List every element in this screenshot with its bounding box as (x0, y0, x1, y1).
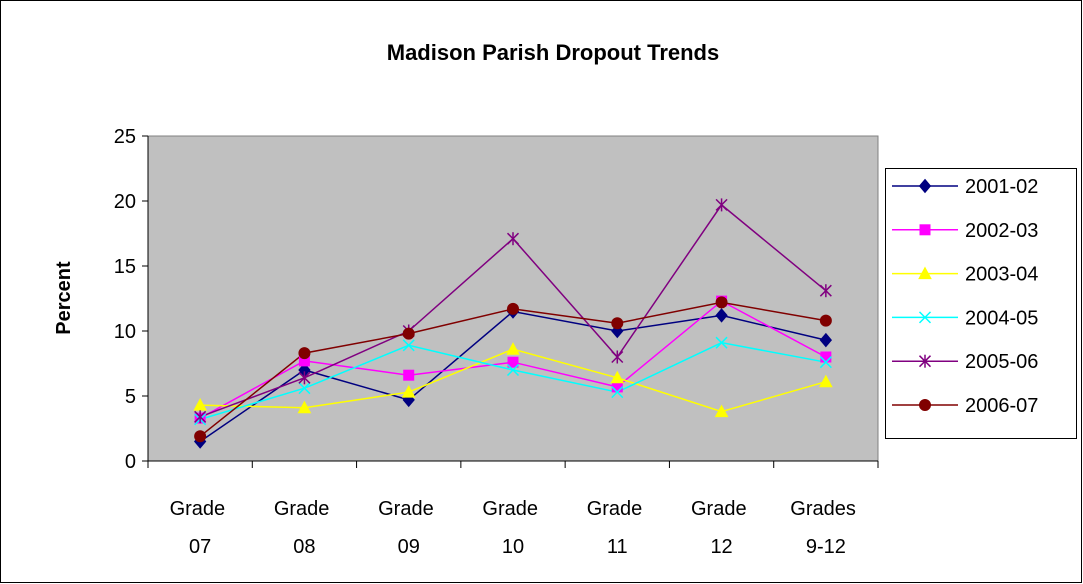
data-point (194, 410, 207, 424)
data-point (819, 314, 832, 327)
marker-shape (819, 314, 832, 327)
data-point (820, 351, 832, 363)
x-tick-label: Grade 10 (482, 498, 543, 558)
y-tick-label: 10 (114, 321, 136, 343)
legend-marker (919, 224, 931, 236)
x-tick-label: Grades 9-12 (790, 498, 861, 558)
x-tick-label: Grade 07 (170, 498, 231, 558)
data-point (819, 374, 833, 388)
data-point (402, 327, 415, 340)
marker-shape (506, 342, 520, 355)
data-point (819, 284, 832, 298)
marker-shape (918, 311, 932, 324)
x-tick-label: Grade 11 (587, 498, 648, 558)
marker-shape (919, 224, 931, 236)
data-point (714, 404, 729, 418)
y-tick-label: 15 (114, 256, 136, 278)
legend-label: 2003-04 (965, 264, 1038, 286)
legend-marker (919, 399, 931, 411)
marker-shape (820, 351, 832, 363)
y-tick-label: 5 (125, 386, 136, 408)
data-point (507, 302, 519, 315)
data-point (506, 342, 520, 355)
y-tick-label: 25 (114, 126, 136, 148)
marker-shape (611, 317, 624, 330)
legend-label: 2006-07 (965, 395, 1038, 417)
marker-shape (918, 178, 932, 194)
marker-shape (819, 374, 833, 388)
marker-shape (507, 302, 519, 315)
chart-title: Madison Parish Dropout Trends (387, 40, 719, 65)
y-tick-label: 20 (114, 191, 136, 213)
marker-shape (403, 369, 415, 381)
marker-shape (298, 347, 311, 360)
legend-label: 2004-05 (965, 307, 1038, 329)
data-point (297, 400, 312, 414)
marker-shape (194, 430, 207, 443)
marker-shape (506, 363, 520, 377)
marker-shape (507, 356, 519, 368)
data-point (194, 430, 207, 443)
marker-shape (715, 296, 728, 309)
data-point (611, 381, 623, 393)
data-point (611, 386, 624, 399)
data-point (611, 317, 624, 330)
x-tick-label: Grade 08 (274, 498, 335, 558)
data-point (507, 356, 519, 368)
marker-shape (819, 332, 833, 348)
data-point (298, 382, 311, 395)
data-point (611, 350, 624, 364)
marker-shape (919, 399, 931, 411)
legend-label: 2001-02 (965, 176, 1038, 198)
legend-marker (918, 311, 932, 324)
data-point (506, 232, 520, 246)
legend-marker (918, 354, 932, 368)
marker-shape (714, 404, 729, 418)
data-point (715, 296, 728, 309)
data-point (715, 308, 728, 323)
data-point (506, 363, 520, 377)
marker-shape (918, 266, 932, 280)
marker-shape (611, 381, 623, 393)
x-tick-label: Grade 09 (378, 498, 439, 558)
legend-marker (918, 178, 932, 194)
legend-label: 2005-06 (965, 351, 1038, 373)
data-point (715, 336, 728, 349)
data-point (298, 371, 311, 385)
data-point (610, 370, 625, 384)
data-point (819, 332, 833, 348)
marker-shape (298, 382, 311, 395)
marker-shape (401, 385, 416, 398)
marker-shape (611, 386, 624, 399)
data-point (193, 398, 207, 411)
marker-shape (297, 400, 312, 414)
y-tick-label: 0 (125, 451, 136, 473)
x-tick-label: Grade 12 (691, 498, 752, 558)
plot-area (147, 135, 879, 462)
marker-shape (402, 339, 415, 352)
marker-shape (715, 336, 728, 349)
marker-shape (610, 370, 625, 384)
marker-shape (819, 356, 832, 369)
legend-label: 2002-03 (965, 220, 1038, 242)
legend-marker (918, 266, 932, 280)
marker-shape (402, 327, 415, 340)
data-point (715, 198, 728, 212)
data-point (402, 339, 415, 352)
marker-shape (193, 398, 207, 411)
legend (885, 168, 1077, 439)
data-point (401, 385, 416, 398)
data-point (298, 347, 311, 360)
y-axis-label: Percent (53, 261, 75, 335)
data-point (819, 356, 832, 369)
data-point (403, 369, 415, 381)
marker-shape (715, 308, 728, 323)
